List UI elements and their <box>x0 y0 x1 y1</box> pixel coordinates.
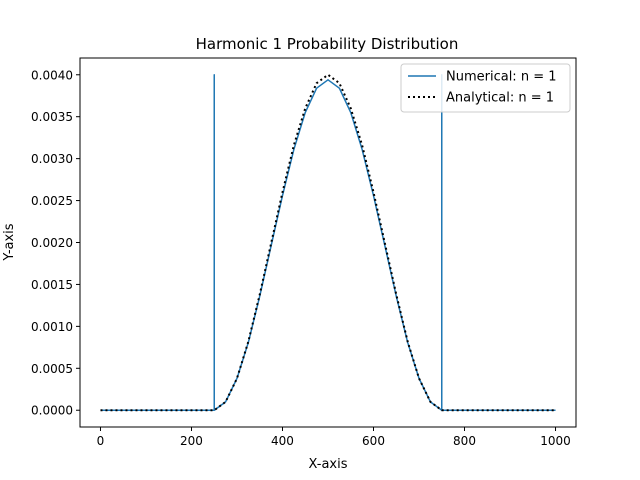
y-tick-label: 0.0000 <box>31 404 73 418</box>
y-tick-label: 0.0035 <box>31 110 73 124</box>
y-tick-label: 0.0010 <box>31 320 73 334</box>
x-tick-label: 0 <box>97 434 105 448</box>
legend-box <box>400 63 571 113</box>
y-tick-label: 0.0040 <box>31 68 73 82</box>
x-axis-label: X-axis <box>309 457 348 472</box>
y-axis-ticks: 0.0000 0.0005 0.0010 0.0015 0.0020 0.0025 0.00… <box>31 68 80 418</box>
y-tick-label: 0.0020 <box>31 236 73 250</box>
legend-label-analytical: Analytical: n = 1 <box>446 91 554 106</box>
x-axis-ticks: 0 200 400 600 800 1000 <box>97 427 571 448</box>
legend: Numerical: n = 1 Analytical: n = 1 <box>400 63 571 113</box>
y-tick-label: 0.0030 <box>31 152 73 166</box>
chart-title: Harmonic 1 Probability Distribution <box>196 35 459 53</box>
x-tick-label: 800 <box>453 434 476 448</box>
axes-frame <box>79 57 577 428</box>
y-axis-label: Y-axis <box>2 223 17 261</box>
y-tick-label: 0.0015 <box>31 278 73 292</box>
x-tick-label: 1000 <box>540 434 571 448</box>
x-tick-label: 200 <box>180 434 203 448</box>
plot-area <box>100 73 556 412</box>
legend-label-numerical: Numerical: n = 1 <box>446 70 557 85</box>
series-line-1 <box>100 73 556 412</box>
y-tick-label: 0.0005 <box>31 362 73 376</box>
y-tick-label: 0.0025 <box>31 194 73 208</box>
series-line-0 <box>100 74 556 411</box>
x-tick-label: 600 <box>362 434 385 448</box>
x-tick-label: 400 <box>271 434 294 448</box>
